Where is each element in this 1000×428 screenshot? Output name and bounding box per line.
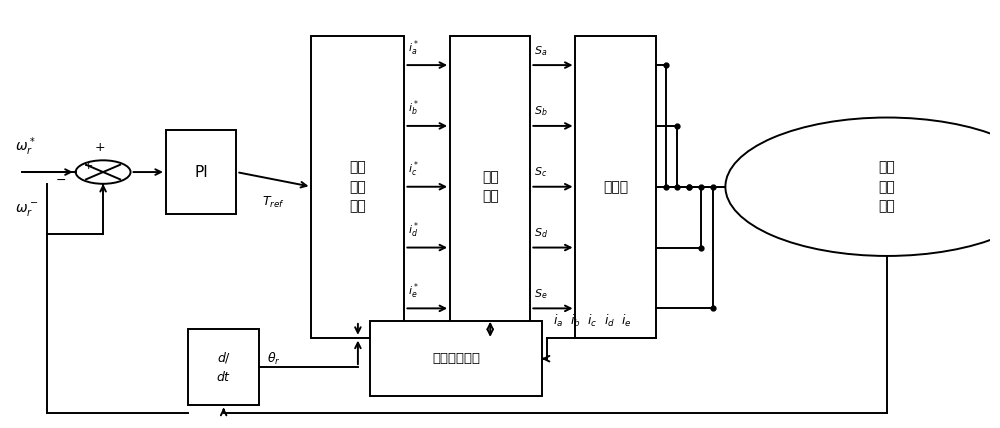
Text: $S_b$: $S_b$ (534, 104, 548, 119)
Text: $S_e$: $S_e$ (534, 287, 548, 301)
Text: $\omega_r^*$: $\omega_r^*$ (15, 136, 36, 158)
Text: $S_c$: $S_c$ (534, 165, 548, 179)
Text: $i_e^*$: $i_e^*$ (408, 281, 419, 301)
Text: $i_b^*$: $i_b^*$ (408, 99, 419, 119)
Text: $S_a$: $S_a$ (534, 44, 548, 57)
Text: 电流
滞环: 电流 滞环 (482, 170, 499, 203)
Text: +: + (83, 160, 93, 171)
Text: 故障诊断模块: 故障诊断模块 (432, 352, 480, 365)
Bar (188, 330, 259, 405)
Text: $S_d$: $S_d$ (534, 226, 548, 240)
Text: 五相
永磁
电机: 五相 永磁 电机 (879, 160, 895, 213)
Text: $i_a$  $i_b$  $i_c$  $i_d$  $i_e$: $i_a$ $i_b$ $i_c$ $i_d$ $i_e$ (553, 313, 632, 330)
Text: $\theta_r$: $\theta_r$ (267, 351, 280, 367)
Text: $T_{ref}$: $T_{ref}$ (262, 195, 285, 210)
Text: PI: PI (194, 164, 208, 180)
Bar (166, 130, 236, 214)
Bar (450, 36, 530, 338)
Text: $d/$
$dt$: $d/$ $dt$ (216, 350, 231, 384)
Bar (575, 36, 656, 338)
Text: $\omega_r^-$: $\omega_r^-$ (15, 201, 38, 219)
Text: +: + (95, 141, 106, 154)
Bar (370, 321, 542, 396)
Text: 容错
电流
计算: 容错 电流 计算 (350, 160, 366, 213)
Text: $i_d^*$: $i_d^*$ (408, 220, 419, 240)
Text: $i_c^*$: $i_c^*$ (408, 160, 419, 179)
Text: 逆变器: 逆变器 (603, 180, 628, 194)
Bar (311, 36, 404, 338)
Text: $-$: $-$ (55, 172, 66, 186)
Text: $i_a^*$: $i_a^*$ (408, 38, 419, 57)
